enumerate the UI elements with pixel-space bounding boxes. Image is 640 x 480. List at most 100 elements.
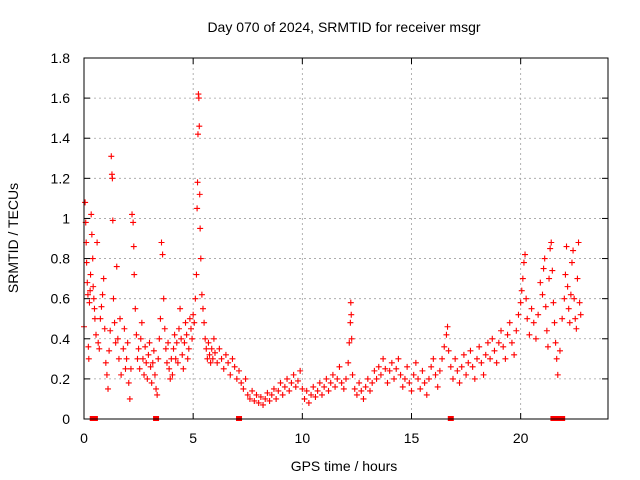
data-point — [288, 379, 295, 386]
data-point — [88, 211, 95, 218]
y-tick-label: 1.6 — [51, 90, 71, 106]
data-point — [141, 371, 148, 378]
data-point — [321, 383, 328, 390]
data-point — [206, 351, 213, 358]
data-point — [162, 345, 169, 352]
data-point — [212, 349, 218, 356]
data-point — [520, 259, 527, 266]
y-tick-label: 0 — [62, 411, 70, 427]
data-point — [169, 371, 176, 378]
data-point — [84, 279, 91, 286]
data-point — [441, 343, 448, 350]
data-point — [161, 325, 168, 332]
data-point — [551, 319, 558, 326]
data-point — [197, 255, 204, 262]
data-point — [203, 345, 210, 352]
data-point — [294, 377, 301, 384]
data-point — [133, 331, 140, 338]
y-tick-label: 0.6 — [51, 291, 71, 307]
data-point — [194, 179, 201, 186]
y-tick-label: 0.4 — [51, 331, 71, 347]
data-point — [238, 379, 245, 386]
x-axis-label: GPS time / hours — [291, 458, 398, 474]
data-point — [281, 383, 288, 390]
grid — [84, 58, 608, 419]
data-point — [460, 351, 467, 358]
data-point — [210, 335, 217, 342]
data-point — [117, 315, 124, 322]
data-point — [500, 343, 507, 350]
plot-frame — [83, 57, 609, 420]
data-point — [404, 363, 411, 370]
data-point — [124, 339, 131, 346]
data-point — [517, 299, 524, 306]
data-point — [147, 363, 154, 370]
data-point — [478, 359, 485, 366]
data-point — [559, 315, 566, 322]
data-point — [149, 359, 156, 366]
data-point — [515, 311, 522, 318]
data-point — [145, 351, 152, 358]
data-point — [506, 319, 513, 326]
data-point — [456, 379, 463, 386]
data-point — [143, 359, 150, 366]
data-points — [81, 91, 584, 408]
data-point — [408, 387, 415, 394]
data-point — [329, 371, 336, 378]
data-point — [196, 191, 203, 198]
data-point — [537, 279, 544, 286]
data-point — [90, 283, 97, 290]
y-tick-labels: 0 0.2 0.4 0.6 0.8 1 1.2 1.4 1.6 1.8 — [51, 50, 71, 427]
data-point — [565, 305, 572, 312]
data-point — [84, 291, 91, 298]
data-point — [493, 359, 500, 366]
data-point — [303, 387, 310, 394]
data-point — [532, 335, 539, 342]
data-point — [367, 387, 374, 394]
data-point — [430, 355, 437, 362]
data-point — [89, 255, 96, 262]
data-point — [495, 339, 502, 346]
data-point — [85, 355, 92, 362]
data-point — [123, 355, 130, 362]
data-point — [184, 355, 191, 362]
data-point — [554, 371, 561, 378]
data-point — [97, 315, 104, 322]
data-point — [279, 391, 286, 398]
data-point — [170, 345, 177, 352]
data-point — [130, 219, 137, 226]
y-tick-label: 1.8 — [51, 50, 71, 66]
data-point — [340, 385, 347, 392]
data-point — [132, 305, 139, 312]
data-point — [526, 331, 533, 338]
data-point — [360, 395, 367, 402]
data-point — [113, 263, 120, 270]
data-point — [249, 387, 256, 394]
data-point — [160, 295, 167, 302]
data-point — [323, 375, 330, 382]
data-point — [109, 175, 116, 182]
data-point — [297, 367, 304, 374]
data-point — [96, 345, 103, 352]
data-point — [572, 315, 579, 322]
data-point — [428, 363, 435, 370]
data-point — [229, 355, 236, 362]
y-tick-label: 1.4 — [51, 130, 71, 146]
data-point — [87, 271, 94, 278]
data-point — [185, 345, 192, 352]
data-point — [231, 363, 238, 370]
data-point — [214, 359, 221, 366]
data-point — [130, 243, 137, 250]
data-point — [305, 399, 312, 406]
x-tick-label: 10 — [295, 430, 311, 446]
data-point — [189, 335, 196, 342]
data-point — [208, 345, 215, 352]
data-point — [498, 327, 505, 334]
data-point — [299, 385, 306, 392]
data-point — [182, 319, 189, 326]
data-point — [546, 275, 553, 282]
data-point — [199, 305, 206, 312]
data-point — [552, 339, 559, 346]
data-point — [543, 327, 550, 334]
data-point — [177, 305, 184, 312]
